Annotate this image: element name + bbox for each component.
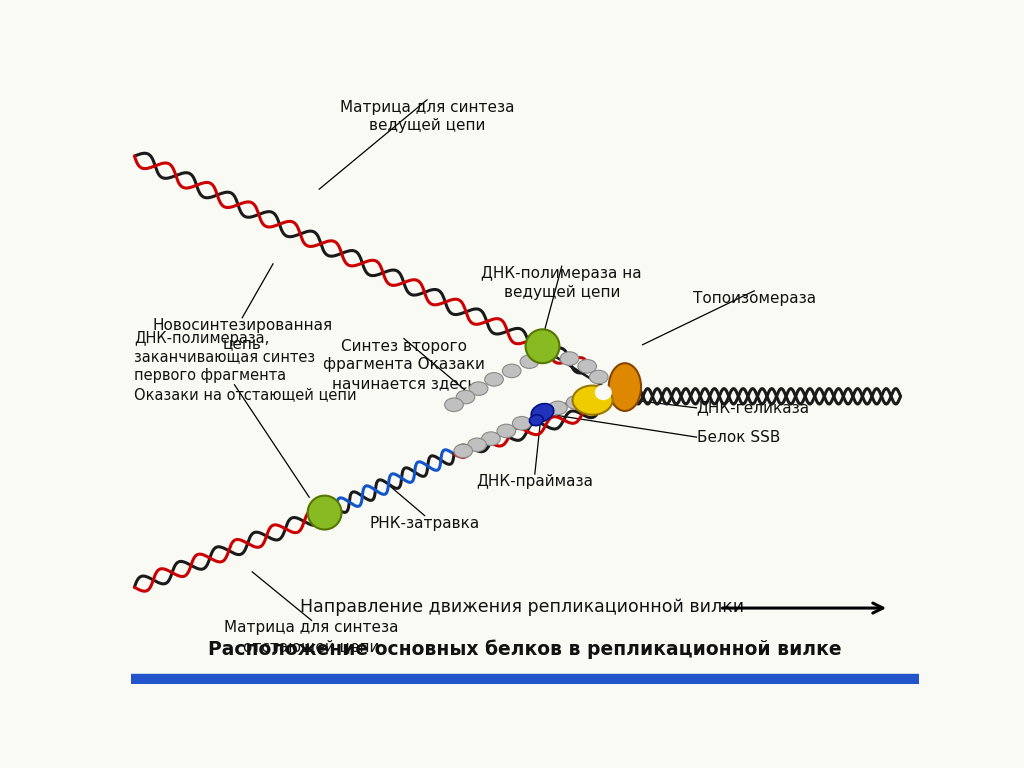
Text: ДНК-полимераза на
ведущей цепи: ДНК-полимераза на ведущей цепи	[481, 266, 642, 300]
Ellipse shape	[572, 386, 612, 415]
Circle shape	[525, 329, 559, 363]
Ellipse shape	[531, 404, 554, 422]
Ellipse shape	[593, 386, 611, 399]
Ellipse shape	[454, 444, 472, 458]
Ellipse shape	[590, 370, 608, 384]
Ellipse shape	[549, 401, 567, 415]
Ellipse shape	[481, 432, 501, 445]
Ellipse shape	[539, 347, 557, 361]
Text: ДНК-геликаза: ДНК-геликаза	[696, 400, 810, 415]
Ellipse shape	[444, 398, 463, 412]
Ellipse shape	[578, 359, 597, 373]
Text: Новосинтезированная
цепь: Новосинтезированная цепь	[153, 318, 332, 352]
Text: ДНК-полимераза,
заканчивающая синтез
первого фрагмента
Оказаки на отстающей цепи: ДНК-полимераза, заканчивающая синтез пер…	[134, 331, 357, 402]
Ellipse shape	[503, 364, 521, 378]
Ellipse shape	[468, 438, 486, 452]
Text: Матрица для синтеза
ведущей цепи: Матрица для синтеза ведущей цепи	[340, 100, 514, 134]
Text: Направление движения репликационной вилки: Направление движения репликационной вилк…	[300, 598, 744, 615]
Text: Топоизомераза: Топоизомераза	[692, 291, 816, 306]
Text: Синтез второго
фрагмента Оказаки
начинается здесь: Синтез второго фрагмента Оказаки начинае…	[323, 339, 484, 391]
Ellipse shape	[582, 390, 600, 404]
Circle shape	[307, 495, 342, 529]
Ellipse shape	[595, 385, 611, 400]
Bar	[131, 674, 920, 684]
Text: ДНК-праймаза: ДНК-праймаза	[476, 474, 593, 489]
Ellipse shape	[484, 372, 504, 386]
Text: Матрица для синтеза
отстающей цепи: Матрица для синтеза отстающей цепи	[224, 621, 398, 654]
Text: РНК-затравка: РНК-затравка	[370, 515, 480, 531]
Ellipse shape	[497, 424, 516, 438]
Ellipse shape	[560, 352, 579, 366]
Ellipse shape	[520, 355, 539, 369]
Ellipse shape	[608, 363, 641, 411]
Ellipse shape	[530, 409, 550, 422]
Ellipse shape	[529, 415, 544, 425]
Ellipse shape	[512, 416, 531, 430]
Ellipse shape	[469, 382, 487, 396]
Ellipse shape	[566, 396, 585, 409]
Text: Расположение основных белков в репликационной вилке: Расположение основных белков в репликаци…	[208, 639, 842, 659]
Text: Белок SSB: Белок SSB	[696, 429, 780, 445]
Ellipse shape	[457, 390, 475, 404]
